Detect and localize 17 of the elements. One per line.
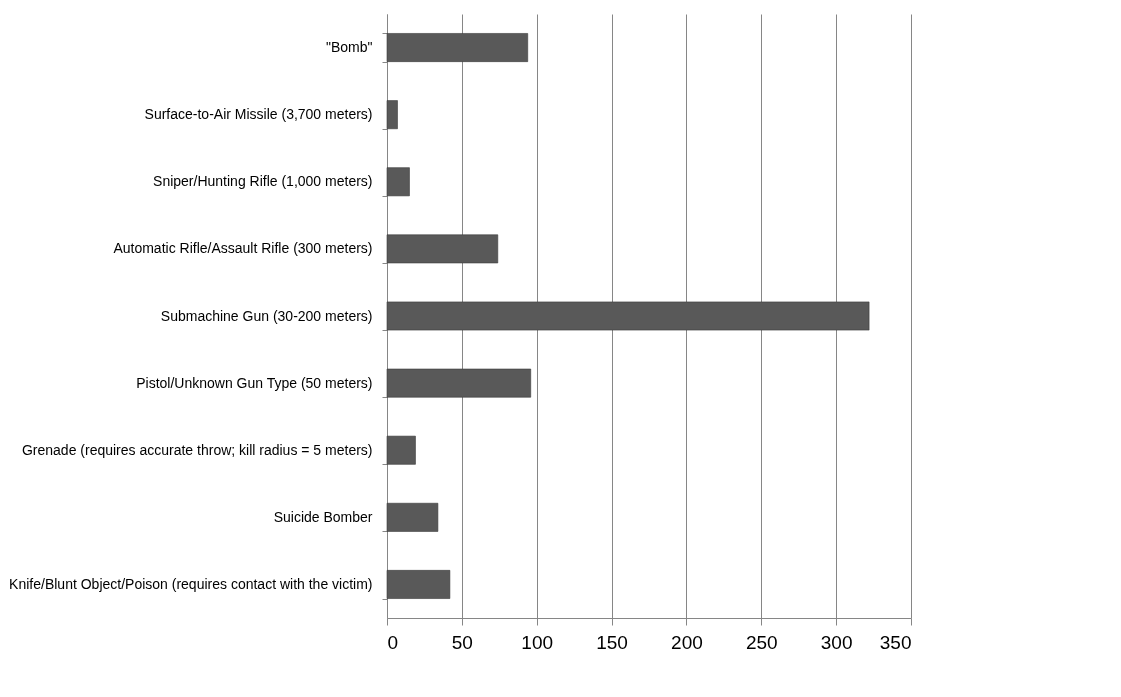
y-tick-label: Sniper/Hunting Rifle (1,000 meters) xyxy=(153,173,373,190)
y-tick-label: Suicide Bomber xyxy=(273,508,373,525)
y-tick-label: Surface-to-Air Missile (3,700 meters) xyxy=(144,106,373,123)
y-tick-label: Knife/Blunt Object/Poison (requires contact with the victim) xyxy=(9,575,373,592)
x-tick-label: 100 xyxy=(521,631,554,653)
x-tick-label: 150 xyxy=(596,631,628,653)
x-tick-label: 200 xyxy=(671,631,703,653)
x-tick-label: 350 xyxy=(879,631,912,653)
y-tick-label: Pistol/Unknown Gun Type (50 meters) xyxy=(136,374,373,391)
x-tick-label: 50 xyxy=(451,631,473,653)
x-tick-label: 300 xyxy=(820,631,853,653)
y-tick-label: Submachine Gun (30-200 meters) xyxy=(160,307,373,324)
x-tick-label: 0 xyxy=(387,631,399,653)
y-tick-label: Automatic Rifle/Assault Rifle (300 meters) xyxy=(113,240,373,257)
y-tick-label: "Bomb" xyxy=(325,39,373,56)
y-tick-label: Grenade (requires accurate throw; kill radius = 5 meters) xyxy=(21,441,373,458)
x-tick-label: 250 xyxy=(745,631,778,653)
